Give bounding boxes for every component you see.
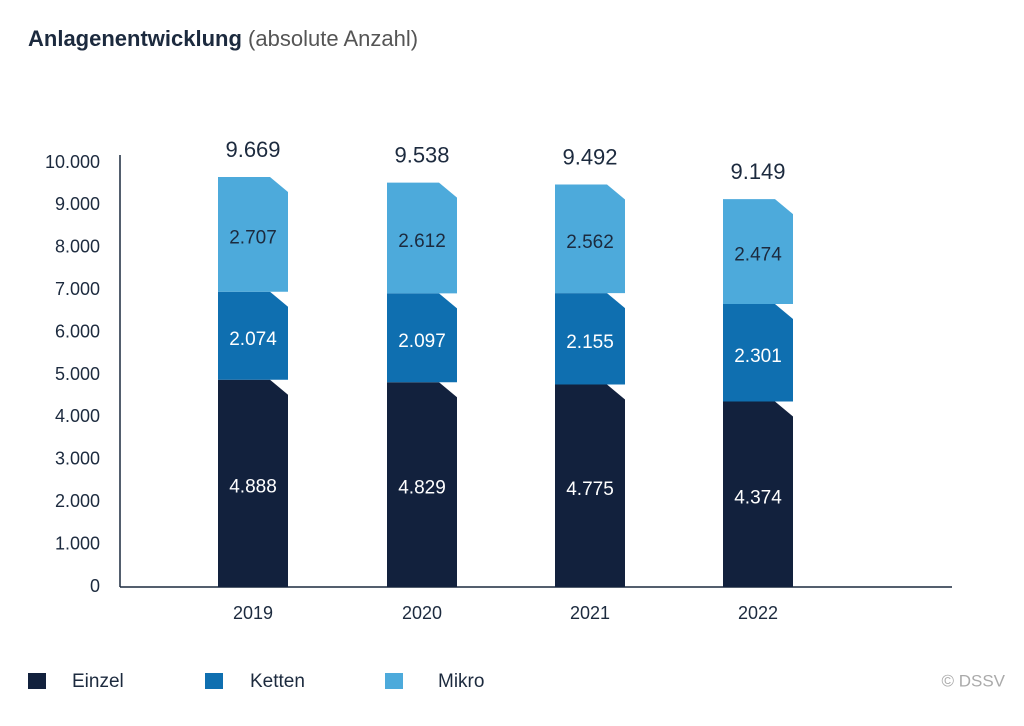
chart-title-group: Anlagenentwicklung (absolute Anzahl) [28, 26, 418, 51]
value-label: 2.097 [398, 331, 446, 352]
x-tick-label: 2021 [570, 603, 610, 623]
x-tick-label: 2020 [402, 603, 442, 623]
bar-segment [218, 379, 288, 587]
bar-segment [218, 291, 288, 380]
y-tick-label: 8.000 [55, 237, 100, 257]
value-label: 4.888 [229, 476, 277, 497]
total-label: 9.538 [394, 142, 449, 167]
value-label: 2.074 [229, 329, 277, 350]
legend-label: Ketten [250, 671, 305, 692]
x-tick-label: 2022 [738, 603, 778, 623]
source: © DSSV [941, 671, 1005, 690]
y-tick-label: 7.000 [55, 279, 100, 299]
y-tick-label: 5.000 [55, 364, 100, 384]
value-label: 2.474 [734, 245, 782, 266]
value-label: 2.562 [566, 232, 614, 253]
legend-swatch [385, 673, 403, 689]
total-label: 9.149 [730, 159, 785, 184]
bar-segment [555, 293, 625, 385]
value-label: 2.612 [398, 231, 446, 252]
legend-swatch [28, 673, 46, 689]
value-label: 4.374 [734, 487, 782, 508]
bar-segment [387, 382, 457, 587]
y-tick-label: 6.000 [55, 321, 100, 341]
bar-segment [387, 182, 457, 294]
value-label: 2.155 [566, 332, 614, 353]
total-label: 9.492 [562, 144, 617, 169]
bar-segment [555, 184, 625, 294]
y-tick-label: 4.000 [55, 406, 100, 426]
value-label: 4.829 [398, 478, 446, 499]
x-tick-label: 2019 [233, 603, 273, 623]
bar-segment [723, 199, 793, 304]
chart-subtitle: (absolute Anzahl) [248, 26, 418, 51]
value-label: 2.301 [734, 346, 782, 367]
chart-title: Anlagenentwicklung [28, 26, 242, 51]
y-tick-label: 10.000 [45, 152, 100, 172]
value-label: 2.707 [229, 227, 277, 248]
bar-segment [723, 303, 793, 402]
bar-segment [387, 293, 457, 383]
bar-segment [218, 177, 288, 292]
y-tick-label: 3.000 [55, 449, 100, 469]
bar-segment [555, 384, 625, 587]
legend-label: Mikro [438, 671, 484, 692]
total-label: 9.669 [225, 137, 280, 162]
legend-label: Einzel [72, 671, 124, 692]
value-label: 4.775 [566, 479, 614, 500]
bar-segment [723, 401, 793, 587]
y-tick-label: 9.000 [55, 194, 100, 214]
y-tick-label: 0 [90, 576, 100, 596]
legend-swatch [205, 673, 223, 689]
y-tick-label: 2.000 [55, 491, 100, 511]
y-tick-label: 1.000 [55, 533, 100, 553]
